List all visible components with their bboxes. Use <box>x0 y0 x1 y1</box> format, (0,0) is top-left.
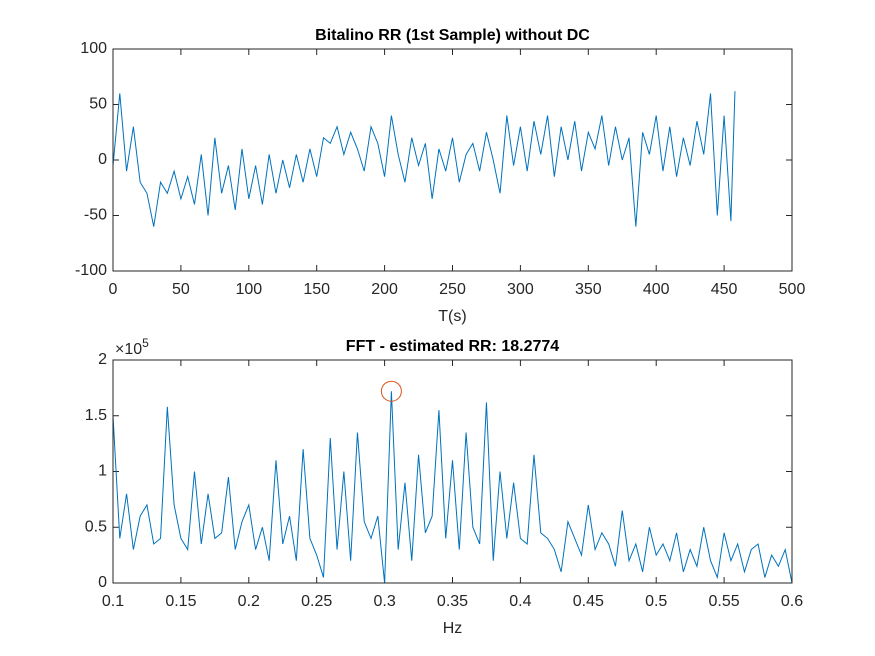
y-multiplier-exponent: 5 <box>142 336 149 350</box>
axes-box <box>112 359 793 584</box>
x-tick-label: 400 <box>643 281 670 298</box>
y-tick-label: 1 <box>98 463 107 480</box>
peak-marker <box>380 380 402 402</box>
x-tick-label: 450 <box>711 281 738 298</box>
x-tick-label: 300 <box>507 281 534 298</box>
y-tick-label: 2 <box>98 351 107 368</box>
data-line <box>112 91 736 227</box>
y-tick-label: 1.5 <box>85 407 107 424</box>
x-tick-label: 200 <box>371 281 398 298</box>
y-tick-label: 0.5 <box>85 518 107 535</box>
x-tick-label: 50 <box>172 281 190 298</box>
x-tick-label: 0.35 <box>437 593 468 610</box>
y-multiplier: ×105 <box>115 336 149 358</box>
chart-title: Bitalino RR (1st Sample) without DC <box>315 27 590 44</box>
y-tick-label: 50 <box>89 96 107 113</box>
x-tick-label: 0.55 <box>709 593 740 610</box>
x-axis-label: Hz <box>443 620 463 637</box>
x-tick-label: 150 <box>303 281 330 298</box>
x-axis-label: T(s) <box>438 308 466 325</box>
x-tick-label: 0.3 <box>373 593 395 610</box>
chart-title: FFT - estimated RR: 18.2774 <box>346 338 560 355</box>
x-tick-label: 0.15 <box>165 593 196 610</box>
y-tick-label: 0 <box>98 574 107 591</box>
x-tick-label: 0 <box>109 281 118 298</box>
x-tick-label: 0.5 <box>645 593 667 610</box>
x-tick-label: 250 <box>439 281 466 298</box>
x-tick-label: 0.25 <box>301 593 332 610</box>
data-line <box>112 391 793 584</box>
x-tick-label: 0.45 <box>573 593 604 610</box>
y-tick-label: 100 <box>80 40 107 57</box>
y-tick-label: -100 <box>75 262 107 279</box>
x-tick-label: 500 <box>779 281 806 298</box>
x-tick-label: 0.4 <box>509 593 531 610</box>
y-multiplier-base: ×10 <box>115 341 142 358</box>
y-tick-label: -50 <box>84 207 107 224</box>
x-tick-label: 350 <box>575 281 602 298</box>
plot-area <box>113 49 792 271</box>
y-tick-label: 0 <box>98 151 107 168</box>
axes-box <box>112 48 793 272</box>
x-tick-label: 100 <box>235 281 262 298</box>
x-tick-label: 0.6 <box>781 593 803 610</box>
x-tick-label: 0.2 <box>238 593 260 610</box>
x-tick-label: 0.1 <box>102 593 124 610</box>
